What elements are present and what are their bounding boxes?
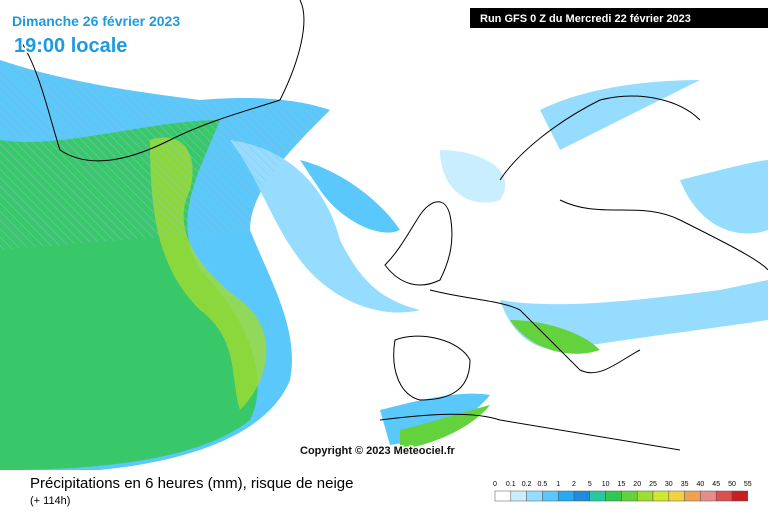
scale-label: 40 bbox=[697, 481, 705, 488]
run-info: Run GFS 0 Z du Mercredi 22 février 2023 bbox=[480, 13, 691, 25]
scale-swatch bbox=[652, 490, 670, 502]
scale-swatch bbox=[621, 490, 638, 502]
scale-swatch bbox=[715, 490, 733, 502]
copyright: Copyright © 2023 Meteociel.fr bbox=[300, 445, 456, 457]
scale-label: 1 bbox=[556, 481, 560, 488]
coastlines bbox=[19, 0, 768, 451]
precipitation-field bbox=[0, 60, 768, 470]
legend-title: Précipitations en 6 heures (mm), risque … bbox=[30, 475, 354, 492]
scale-swatch bbox=[573, 490, 591, 502]
scale-swatch bbox=[542, 490, 559, 502]
scale-swatch bbox=[557, 490, 575, 502]
scale-swatch bbox=[700, 490, 717, 502]
scale-label: 2 bbox=[572, 481, 576, 488]
scale-swatch bbox=[494, 490, 512, 502]
scale-label: 0.2 bbox=[522, 481, 532, 488]
scale-label: 50 bbox=[728, 481, 736, 488]
scale-label: 25 bbox=[649, 481, 657, 488]
scale-swatch bbox=[605, 490, 622, 502]
scale-swatch bbox=[731, 490, 749, 502]
color-scale: 0 0.1 0.2 0.5 1 2 5 10 15 20 25 30 35 40 45 50 55 bbox=[493, 481, 752, 502]
scale-label: 5 bbox=[588, 481, 592, 488]
scale-label: 30 bbox=[665, 481, 673, 488]
lead-time: (+ 114h) bbox=[30, 495, 70, 507]
scale-label: 10 bbox=[602, 481, 610, 488]
scale-swatch bbox=[589, 490, 606, 502]
scale-label: 0.1 bbox=[506, 481, 516, 488]
scale-label: 15 bbox=[618, 481, 626, 488]
scale-label: 35 bbox=[681, 481, 689, 488]
scale-swatch bbox=[684, 490, 701, 502]
scale-swatch bbox=[668, 490, 685, 502]
scale-label: 20 bbox=[633, 481, 641, 488]
run-box bbox=[470, 8, 768, 28]
scale-label: 0 bbox=[493, 481, 497, 488]
scale-label: 45 bbox=[712, 481, 720, 488]
time-title: 19:00 locale bbox=[14, 35, 127, 57]
scale-swatch bbox=[636, 490, 654, 502]
scale-swatch bbox=[526, 490, 543, 502]
scale-swatch bbox=[510, 490, 527, 502]
date-title: Dimanche 26 février 2023 bbox=[12, 13, 180, 29]
scale-label: 55 bbox=[744, 481, 752, 488]
scale-label: 0.5 bbox=[538, 481, 548, 488]
